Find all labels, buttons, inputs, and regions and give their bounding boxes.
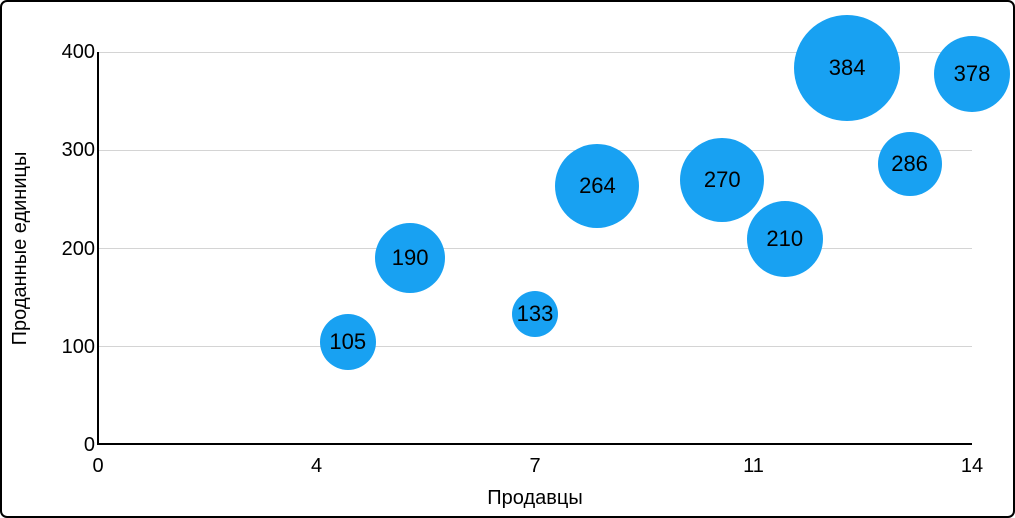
bubble[interactable]: 384: [794, 14, 901, 121]
bubble[interactable]: 270: [680, 137, 765, 222]
bubble-value-label: 384: [828, 54, 866, 80]
bubble-value-label: 264: [579, 172, 616, 198]
y-axis-title: Проданные единицы: [9, 151, 31, 346]
bubble[interactable]: 190: [375, 223, 446, 294]
bubble-value-label: 190: [391, 245, 429, 271]
bubble[interactable]: 210: [746, 200, 823, 277]
gridline: [98, 149, 972, 151]
bubble[interactable]: 133: [512, 291, 558, 338]
gridline: [98, 248, 972, 249]
y-tick-label: 0: [83, 434, 95, 456]
bubble[interactable]: 286: [877, 132, 942, 196]
bubble[interactable]: 105: [319, 313, 376, 370]
bubble[interactable]: 378: [934, 35, 1010, 112]
y-axis-line: [97, 52, 99, 445]
y-tick-label: 100: [61, 335, 95, 358]
x-axis-line: [97, 443, 972, 445]
x-tick-label: 0: [92, 455, 104, 477]
bubble-value-label: 133: [516, 301, 554, 327]
y-tick-label: 400: [61, 41, 95, 63]
bubble-value-label: 378: [953, 60, 991, 86]
bubble-value-label: 210: [766, 225, 804, 251]
bubble[interactable]: 264: [555, 143, 640, 228]
x-tick-label: 4: [310, 455, 323, 477]
bubble-value-label: 105: [329, 328, 367, 354]
y-tick-label: 300: [61, 139, 95, 162]
x-tick-label: 11: [743, 455, 764, 477]
y-tick-label: 200: [61, 237, 95, 260]
x-tick-label: 7: [529, 455, 541, 477]
bubble-value-label: 270: [703, 166, 741, 192]
x-axis-title: Продавцы: [487, 487, 583, 509]
gridline: [98, 346, 972, 348]
gridline: [98, 51, 972, 53]
bubble-value-label: 286: [891, 151, 928, 176]
x-tick-label: 14: [960, 455, 984, 477]
